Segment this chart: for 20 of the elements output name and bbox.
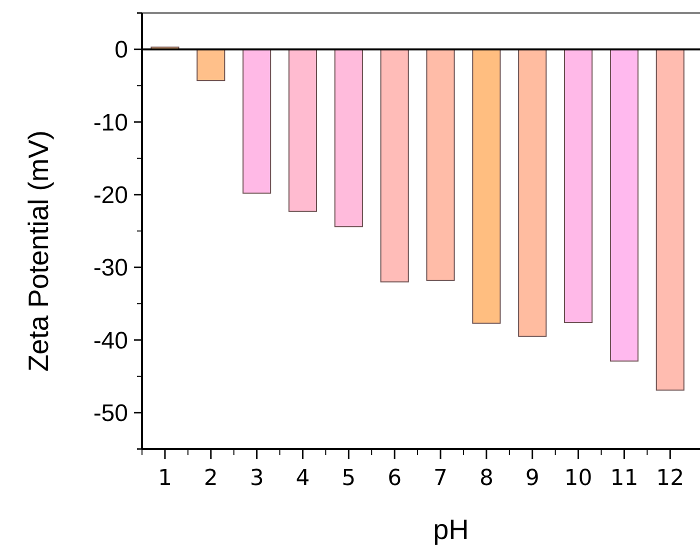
x-tick-label: 4 bbox=[296, 466, 310, 491]
x-tick-label: 6 bbox=[388, 466, 402, 491]
x-axis-title: pH bbox=[433, 514, 469, 545]
y-tick-label: -10 bbox=[93, 109, 128, 136]
x-tick-label: 9 bbox=[525, 466, 540, 491]
x-tick-label: 12 bbox=[656, 466, 684, 491]
y-axis-title: Zeta Potential (mV) bbox=[23, 130, 54, 372]
x-tick-label: 10 bbox=[564, 466, 592, 491]
x-tick-label: 5 bbox=[342, 466, 356, 491]
y-tick-label: 0 bbox=[114, 36, 128, 64]
x-tick-label: 8 bbox=[479, 466, 494, 491]
y-tick-label: -30 bbox=[93, 254, 128, 282]
x-tick-label: 2 bbox=[204, 466, 218, 491]
x-tick-label: 7 bbox=[434, 466, 448, 491]
y-tick-label: -50 bbox=[93, 400, 128, 428]
x-tick-label: 1 bbox=[158, 466, 172, 491]
y-tick-label: -40 bbox=[93, 327, 128, 354]
y-tick-label: -20 bbox=[93, 182, 128, 210]
x-tick-label: 11 bbox=[610, 466, 638, 491]
x-tick-label: 3 bbox=[250, 466, 264, 491]
